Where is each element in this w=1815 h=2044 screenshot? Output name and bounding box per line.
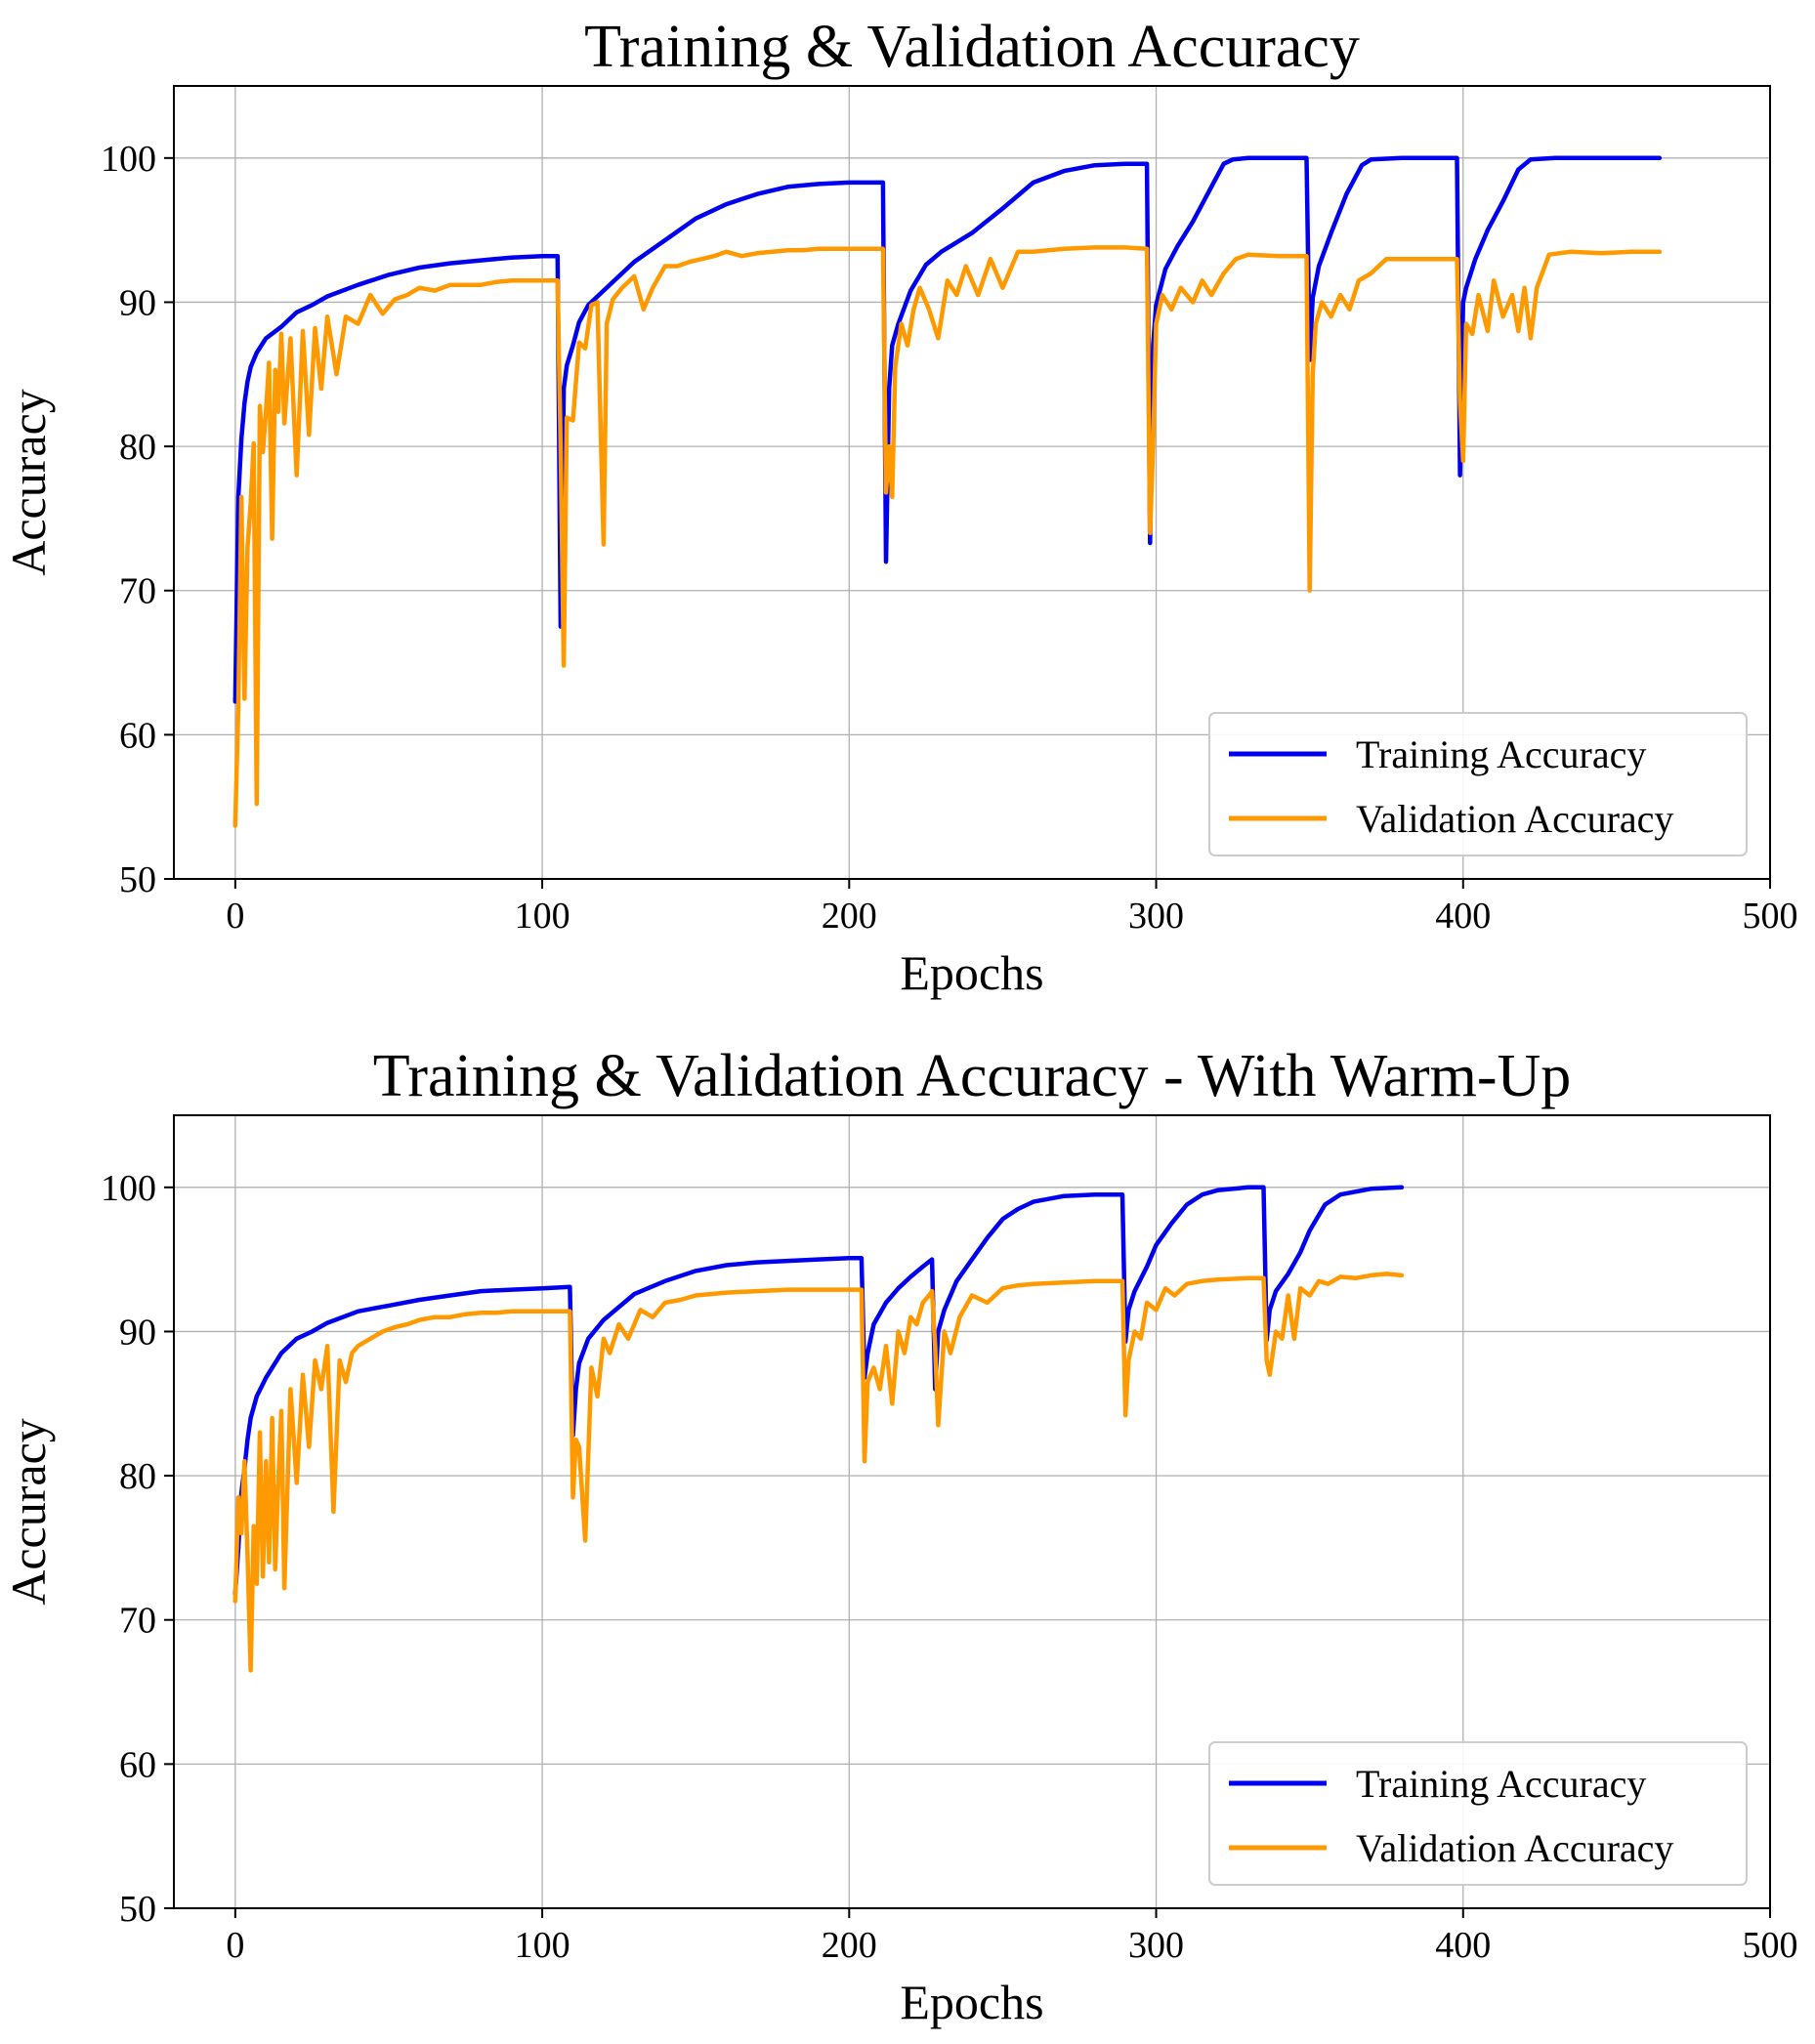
y-tick-label: 70 — [119, 571, 156, 612]
chart-title: Training & Validation Accuracy - With Wa… — [373, 1043, 1572, 1109]
training-accuracy-line — [232, 1185, 1405, 1597]
legend: Training Accuracy Validation Accuracy — [1208, 1741, 1748, 1886]
y-tick-label: 60 — [119, 715, 156, 756]
plot-frame — [173, 1114, 1771, 1909]
y-tick-label: 100 — [101, 1168, 156, 1209]
y-tick-label: 50 — [119, 1889, 156, 1930]
legend-label: Training Accuracy — [1356, 1762, 1646, 1806]
y-tick-label: 50 — [119, 859, 156, 900]
x-tick-label: 500 — [1743, 1925, 1798, 1966]
legend-label: Validation Accuracy — [1356, 1826, 1673, 1870]
chart-panel-2: Training & Validation Accuracy - With Wa… — [1, 1043, 1798, 2029]
validation-accuracy-line — [232, 245, 1663, 828]
plot-frame — [173, 85, 1771, 880]
x-tick-label: 100 — [515, 1925, 570, 1966]
legend-box — [1208, 1741, 1748, 1886]
y-tick-label: 60 — [119, 1744, 156, 1785]
y-tick-label: 90 — [119, 1312, 156, 1353]
x-tick-label: 200 — [822, 1925, 877, 1966]
y-axis-label: Accuracy — [1, 1418, 56, 1606]
legend-label: Training Accuracy — [1356, 732, 1646, 776]
legend-label: Validation Accuracy — [1356, 797, 1673, 841]
chart-title: Training & Validation Accuracy — [584, 14, 1360, 80]
legend-box — [1208, 712, 1748, 856]
training-accuracy-line — [232, 155, 1663, 704]
y-tick-label: 80 — [119, 427, 156, 468]
x-tick-label: 500 — [1743, 896, 1798, 937]
y-axis-label: Accuracy — [1, 389, 56, 576]
y-tick-label: 70 — [119, 1601, 156, 1642]
x-tick-label: 300 — [1128, 1925, 1184, 1966]
validation-accuracy-line — [232, 1272, 1405, 1673]
x-tick-label: 0 — [226, 1925, 244, 1966]
x-axis-label: Epochs — [900, 945, 1043, 1000]
chart-panel-1: Training & Validation Accuracy 0 100 200 300… — [1, 14, 1798, 1000]
x-tick-label: 300 — [1128, 896, 1184, 937]
x-tick-label: 400 — [1435, 896, 1491, 937]
x-axis-label: Epochs — [900, 1975, 1043, 2029]
x-tick-label: 200 — [822, 896, 877, 937]
x-tick-label: 400 — [1435, 1925, 1491, 1966]
y-tick-label: 90 — [119, 282, 156, 323]
x-tick-label: 0 — [226, 896, 244, 937]
legend: Training Accuracy Validation Accuracy — [1208, 712, 1748, 856]
y-tick-label: 80 — [119, 1456, 156, 1497]
y-tick-label: 100 — [101, 139, 156, 180]
x-tick-label: 100 — [515, 896, 570, 937]
